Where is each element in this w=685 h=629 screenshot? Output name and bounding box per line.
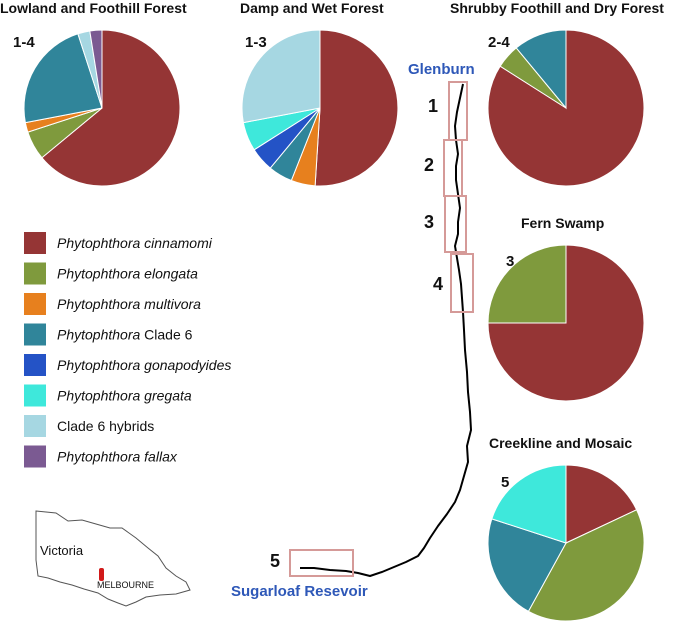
segment-box-2	[443, 139, 463, 197]
pie-title-shrubby: Shrubby Foothill and Dry Forest	[450, 0, 664, 16]
victoria-outline	[35, 510, 191, 607]
pie-slice-hybrids	[241, 29, 321, 124]
pie-segment-label-fern-swamp: 3	[506, 253, 514, 270]
pie-slice-elongata	[487, 244, 567, 324]
legend: Phytophthora cinnamomi Phytophthora elong…	[24, 232, 231, 468]
legend-swatch-gregata	[24, 384, 46, 407]
pie-damp-wet-forest	[241, 29, 399, 187]
pie-slice-cinnamomi	[565, 464, 638, 544]
segment-number-1: 1	[428, 96, 438, 116]
legend-label-gregata: Phytophthora gregata	[57, 388, 192, 404]
pie-title-damp-wet: Damp and Wet Forest	[240, 0, 384, 16]
pie-title-lowland: Lowland and Foothill Forest	[0, 0, 187, 16]
legend-swatch-hybrids	[24, 415, 46, 437]
legend-label-clade6: Phytophthora Clade 6	[57, 327, 193, 343]
pie-segment-label-shrubby: 2-4	[488, 34, 510, 51]
place-label-sugarloaf: Sugarloaf Resevoir	[231, 583, 368, 600]
pie-slice-cinnamomi	[314, 29, 399, 187]
legend-swatch-fallax	[24, 445, 46, 468]
pie-title-fern-swamp: Fern Swamp	[521, 215, 604, 231]
pie-slice-gregata	[491, 464, 567, 544]
segment-number-4: 4	[433, 274, 443, 294]
pie-segment-label-lowland: 1-4	[13, 34, 35, 51]
legend-swatch-multivora	[24, 293, 46, 315]
pie-fern-swamp	[487, 244, 645, 402]
pie-slice-elongata	[527, 509, 645, 622]
legend-swatch-cinnamomi	[24, 232, 46, 254]
legend-label-gonapodyides: Phytophthora gonapodyides	[57, 357, 231, 373]
pie-creekline-mosaic	[487, 464, 645, 622]
track-map: Glenburn 1 2 3 4 5 Sugarloaf Resevoir	[231, 61, 475, 600]
legend-label-hybrids: Clade 6 hybrids	[57, 418, 154, 434]
pie-lowland-foothill-forest	[23, 29, 181, 187]
pie-slice-cinnamomi	[487, 29, 645, 187]
segment-box-5	[289, 549, 354, 577]
legend-swatch-elongata	[24, 262, 46, 285]
legend-swatch-clade6	[24, 323, 46, 346]
track-line	[300, 83, 472, 577]
segment-number-3: 3	[424, 212, 434, 232]
segment-number-2: 2	[424, 155, 434, 175]
legend-label-elongata: Phytophthora elongata	[57, 266, 198, 282]
legend-swatch-gonapodyides	[24, 354, 46, 376]
pie-slice-clade6	[487, 518, 567, 613]
legend-label-fallax: Phytophthora fallax	[57, 449, 178, 465]
inset-state-label: Victoria	[40, 543, 84, 558]
legend-label-multivora: Phytophthora multivora	[57, 296, 201, 312]
pie-shrubby-foothill-dry-forest	[487, 29, 645, 187]
pie-slice-cinnamomi	[41, 29, 181, 187]
pie-slice-fallax	[89, 29, 103, 109]
victoria-inset-map: Victoria MELBOURNE	[35, 510, 191, 607]
melbourne-marker	[99, 568, 104, 581]
segment-box-3	[444, 195, 467, 253]
place-label-glenburn: Glenburn	[408, 61, 475, 78]
pie-title-creekline: Creekline and Mosaic	[489, 435, 632, 451]
pie-segment-label-creekline: 5	[501, 474, 509, 491]
pie-slice-clade6	[23, 33, 103, 124]
pie-slice-clade6	[515, 29, 567, 110]
legend-label-cinnamomi: Phytophthora cinnamomi	[57, 235, 213, 251]
pie-segment-label-damp-wet: 1-3	[245, 34, 267, 51]
pie-slice-cinnamomi	[487, 244, 645, 402]
segment-box-4	[450, 253, 474, 313]
segment-number-5: 5	[270, 551, 280, 571]
inset-city-label: MELBOURNE	[97, 580, 154, 590]
